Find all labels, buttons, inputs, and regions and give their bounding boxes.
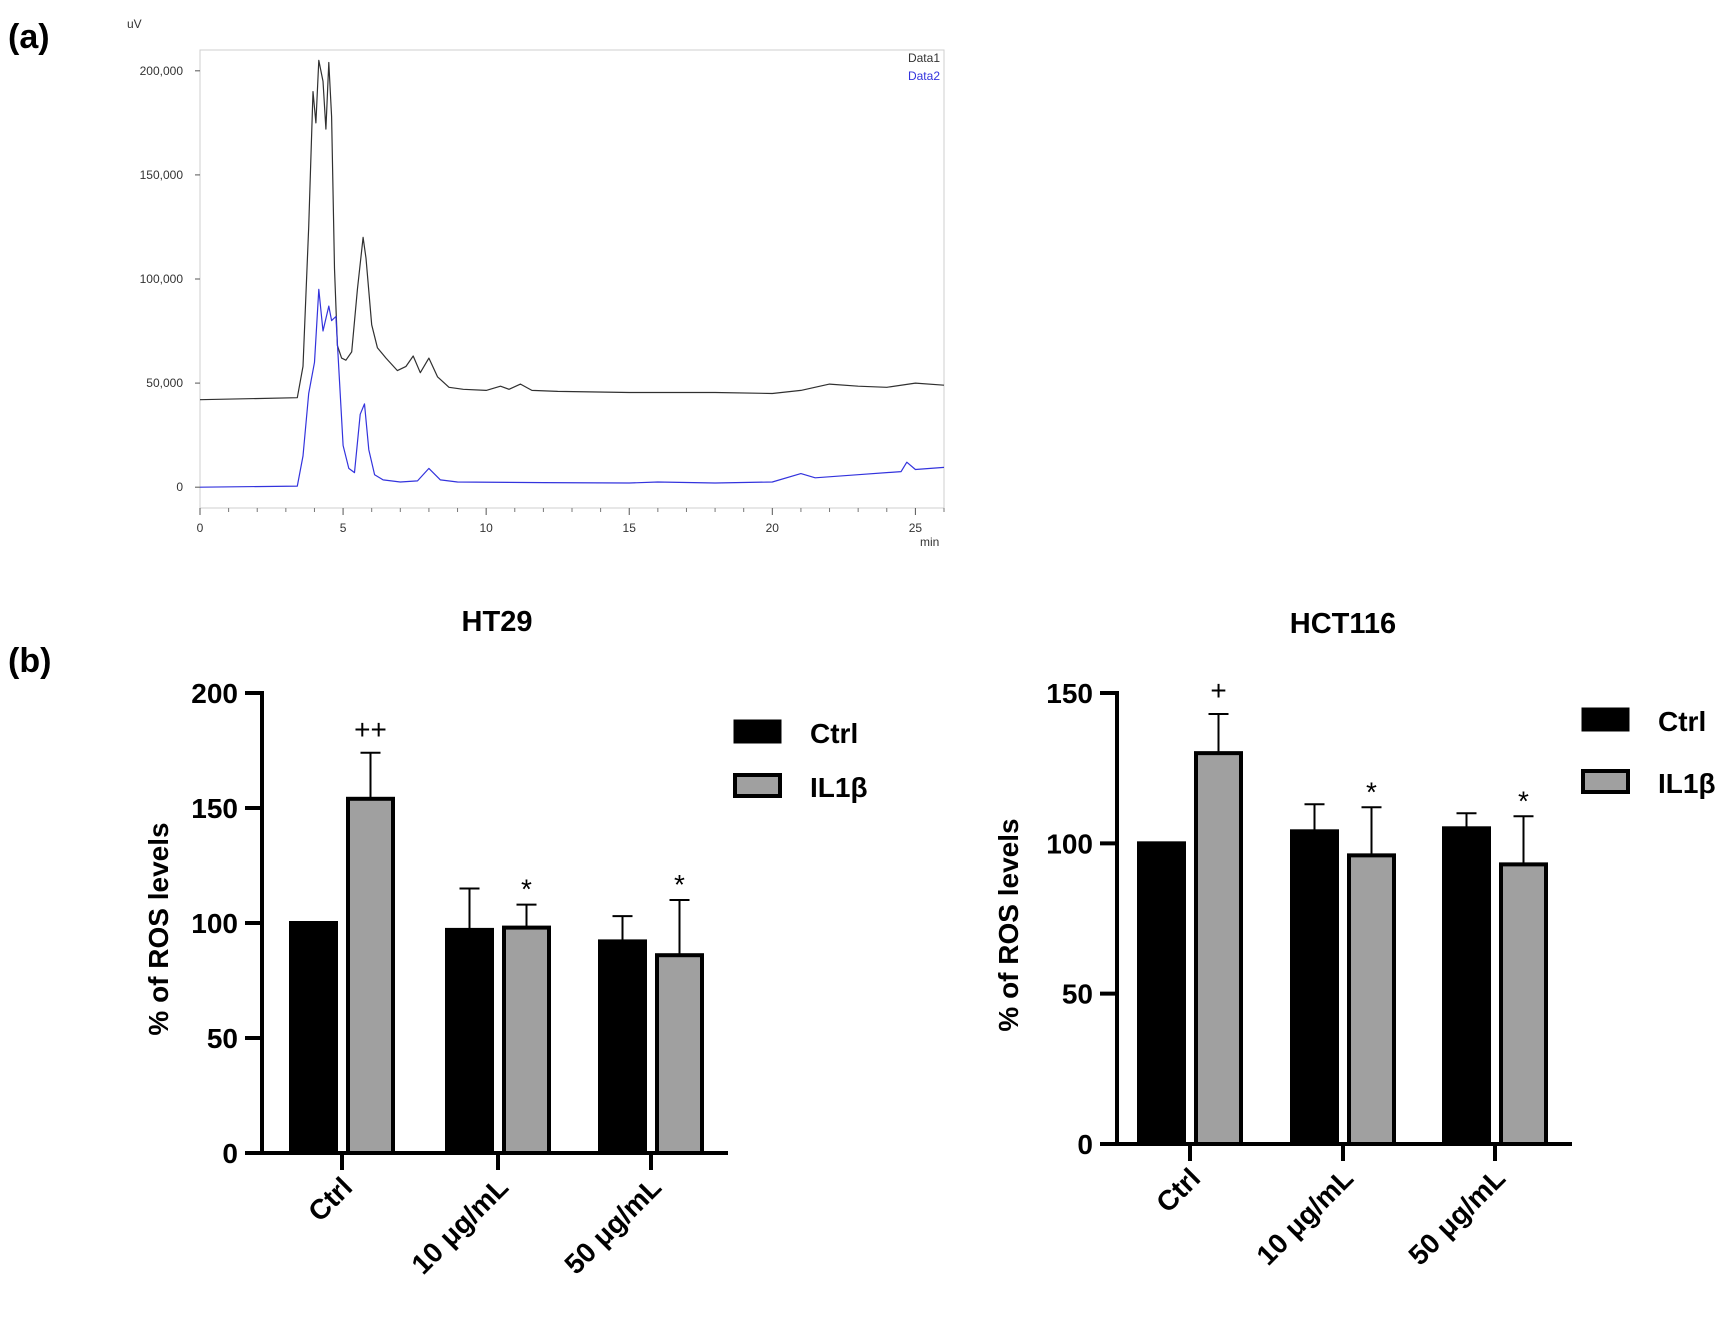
- hct116-bar-ctrl: [1137, 841, 1186, 1146]
- ht29-significance-mark: *: [674, 869, 685, 900]
- hct116-bar-il1b: [1499, 862, 1548, 1146]
- hct116-y-tick-label: 100: [1046, 828, 1093, 859]
- hplc-y-unit: uV: [127, 17, 142, 31]
- ht29-y-tick-label: 150: [191, 793, 238, 824]
- hplc-x-unit: min: [920, 535, 939, 549]
- ht29-bar-ctrl: [445, 927, 494, 1156]
- ht29-bar-il1b: [346, 796, 395, 1155]
- hplc-legend-data2: Data2: [908, 69, 940, 83]
- hplc-x-tick-label: 25: [909, 521, 923, 535]
- hplc-x-tick-label: 5: [340, 521, 347, 535]
- hct116-bar-il1b: [1194, 751, 1243, 1147]
- hplc-trace-data2: [199, 288, 945, 488]
- hct116-y-tick-label: 150: [1046, 678, 1093, 709]
- hct116-x-tick-label: 10 μg/mL: [1250, 1162, 1359, 1271]
- hct116-title: HCT116: [1290, 608, 1396, 640]
- ht29-legend-ctrl-swatch: [733, 719, 782, 744]
- ht29-y-tick-label: 50: [207, 1023, 238, 1054]
- hct116-legend-ctrl-swatch: [1581, 707, 1630, 732]
- ht29-y-tick-label: 200: [191, 678, 238, 709]
- ht29-y-tick-label: 100: [191, 908, 238, 939]
- hct116-legend-il1b-swatch: [1581, 769, 1630, 794]
- hct116-y-tick-label: 0: [1077, 1129, 1093, 1160]
- hplc-y-tick-label: 150,000: [140, 168, 184, 182]
- hct116-x-tick-label: Ctrl: [1150, 1162, 1206, 1218]
- hct116-x-tick-label: 50 μg/mL: [1402, 1162, 1511, 1271]
- ht29-x-tick-label: 10 μg/mL: [405, 1171, 514, 1280]
- ht29-legend-il1b-label: IL1β: [810, 772, 868, 803]
- hct116-legend-il1b-label: IL1β: [1658, 768, 1716, 799]
- ht29-significance-mark: *: [521, 874, 532, 905]
- hplc-chromatogram: uV min Data1 Data2 0 5 10 15 20 25 0 50,000 100,…: [127, 17, 945, 549]
- hplc-x-tick-label: 20: [766, 521, 780, 535]
- ht29-bar-ctrl: [598, 939, 647, 1156]
- ht29-y-tick-label: 0: [222, 1138, 238, 1169]
- ht29-bar-il1b: [655, 953, 704, 1156]
- hplc-y-tick-label: 0: [176, 480, 183, 494]
- hct116-bar-ctrl: [1290, 829, 1339, 1146]
- hct116-legend-ctrl-label: Ctrl: [1658, 706, 1706, 737]
- hct116-bar-il1b: [1347, 853, 1396, 1146]
- ht29-bar-il1b: [502, 925, 551, 1155]
- hplc-y-tick-label: 50,000: [146, 376, 183, 390]
- hplc-x-tick-label: 10: [479, 521, 493, 535]
- ht29-bar-ctrl: [289, 921, 338, 1155]
- hplc-y-tick-label: 100,000: [140, 272, 184, 286]
- ht29-bar-chart: HT29 % of ROS levels 0 50 100 150 200 Ctrl ++ 1…: [143, 606, 868, 1280]
- ht29-x-tick-label: 50 μg/mL: [558, 1171, 667, 1280]
- ht29-y-axis-label: % of ROS levels: [143, 822, 174, 1035]
- panel-label-b: (b): [8, 642, 51, 680]
- hct116-significance-mark: +: [1210, 675, 1226, 706]
- hct116-significance-mark: *: [1366, 776, 1377, 807]
- ht29-legend-il1b-swatch: [733, 773, 782, 798]
- hct116-bar-ctrl: [1442, 826, 1491, 1146]
- hct116-y-axis-label: % of ROS levels: [993, 818, 1024, 1031]
- ht29-title: HT29: [462, 606, 533, 638]
- panel-label-a: (a): [8, 18, 50, 56]
- hct116-significance-mark: *: [1518, 785, 1529, 816]
- hct116-bar-chart: HCT116 % of ROS levels 0 50 100 150 Ctrl +10 …: [993, 608, 1716, 1271]
- hplc-legend-data1: Data1: [908, 51, 940, 65]
- ht29-legend-ctrl-label: Ctrl: [810, 718, 858, 749]
- hplc-x-tick-label: 0: [197, 521, 204, 535]
- hct116-y-tick-label: 50: [1062, 979, 1093, 1010]
- hplc-x-tick-label: 15: [623, 521, 637, 535]
- hplc-trace-data1: [199, 59, 945, 401]
- hplc-y-tick-label: 200,000: [140, 64, 184, 78]
- ht29-significance-mark: ++: [354, 714, 387, 745]
- ht29-x-tick-label: Ctrl: [302, 1171, 358, 1227]
